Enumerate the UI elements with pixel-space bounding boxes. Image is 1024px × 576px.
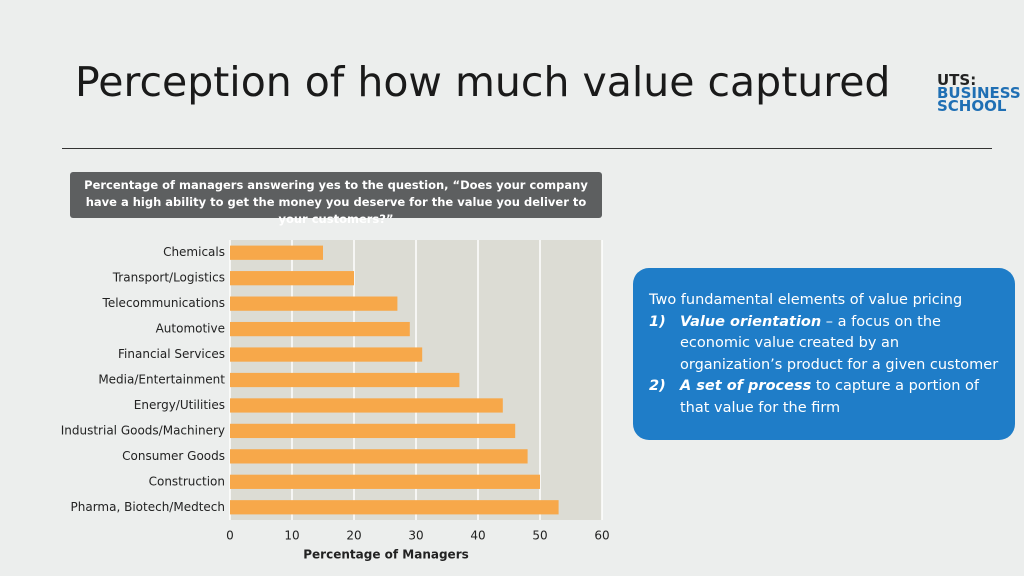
y-tick-label: Construction [149,474,225,488]
logo: UTS: BUSINESS SCHOOL [937,71,1021,115]
bar [230,372,460,388]
bar [230,347,423,362]
x-tick-label: 50 [532,529,547,543]
slide-title: Perception of how much value captured [75,58,891,106]
bar [230,474,540,489]
x-tick-label: 20 [346,529,361,543]
y-tick-label: Industrial Goods/Machinery [61,423,225,437]
bar [230,500,559,515]
item-body: Value orientation – a focus on the econo… [680,312,1001,377]
y-tick-label: Energy/Utilities [134,398,225,412]
x-axis-label: Percentage of Managers [303,548,469,562]
y-tick-label: Consumer Goods [122,449,225,463]
chart: 0 10 20 30 40 50 60 Percentage of Managers Chemi… [61,240,610,562]
divider [62,148,992,149]
callout: Two fundamental elements of value pricin… [633,268,1015,440]
callout-item: 2) A set of process to capture a portion… [649,376,1001,419]
callout-heading: Two fundamental elements of value pricin… [649,292,963,308]
x-tick-label: 0 [226,529,234,543]
x-tick-label: 60 [594,529,609,543]
bar [230,271,354,286]
x-tick-label: 30 [408,529,423,543]
y-tick-label: Media/Entertainment [98,373,225,387]
chart-subtitle: Percentage of managers answering yes to … [70,172,602,226]
y-tick-label: Chemicals [163,245,225,259]
item-term: A set of process [680,378,812,394]
y-tick-label: Pharma, Biotech/Medtech [71,500,225,514]
bar [230,423,516,439]
item-text: – a focus on the economic value created … [680,313,999,373]
item-body: A set of process to capture a portion of… [680,376,1001,419]
bar [230,296,398,311]
callout-item: 1) Value orientation – a focus on the ec… [649,312,1001,377]
y-tick-label: Automotive [156,322,225,336]
y-tick-label: Transport/Logistics [112,271,225,285]
logo-line: UTS: [937,71,977,89]
item-term: Value orientation [680,313,822,330]
item-number: 2) [649,378,666,394]
x-tick-label: 10 [284,529,299,543]
item-text: to capture a portion of that value for t… [680,378,979,416]
logo-line: BUSINESS [937,84,1021,102]
item-number: 1) [649,313,666,330]
y-tick-label: Telecommunications [102,296,225,310]
y-tick-label: Financial Services [118,347,225,361]
x-tick-label: 40 [470,529,485,543]
logo-line: SCHOOL [937,97,1007,115]
bar [230,321,410,337]
bar [230,245,323,260]
bar [230,449,528,464]
bar [230,398,503,413]
